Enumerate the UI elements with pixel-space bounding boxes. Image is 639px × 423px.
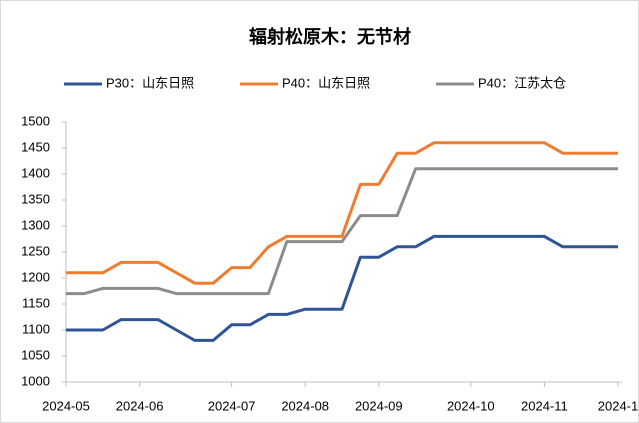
series-line [66,167,618,296]
x-tick-label: 2024-09 [355,398,403,413]
series-line [66,141,618,285]
x-tick-label: 2024-05 [42,398,90,413]
x-tick-label: 2024-11 [521,398,568,413]
x-tick-label: 2024-1 [598,398,638,413]
legend-label: P40：江苏太仓 [478,75,566,90]
y-tick-label: 1100 [22,321,50,336]
x-tick-label: 2024-06 [116,398,164,413]
y-tick-label: 1200 [21,269,50,284]
legend-label: P40：山东日照 [282,75,370,90]
x-tick-label: 2024-07 [208,398,256,413]
y-tick-label: 1300 [21,217,50,232]
y-tick-label: 1500 [21,113,50,128]
x-tick-label: 2024-08 [281,398,329,413]
y-tick-label: 1450 [21,139,50,154]
y-tick-label: 1050 [21,347,50,362]
y-tick-label: 1000 [21,373,50,388]
y-tick-label: 1350 [21,191,50,206]
y-tick-label: 1250 [21,243,50,258]
chart-title: 辐射松原木：无节材 [249,26,411,47]
y-tick-label: 1400 [21,165,50,180]
y-tick-label: 1150 [22,295,50,310]
legend-label: P30：山东日照 [106,75,194,90]
x-tick-label: 2024-10 [447,398,495,413]
series-line [66,234,618,342]
